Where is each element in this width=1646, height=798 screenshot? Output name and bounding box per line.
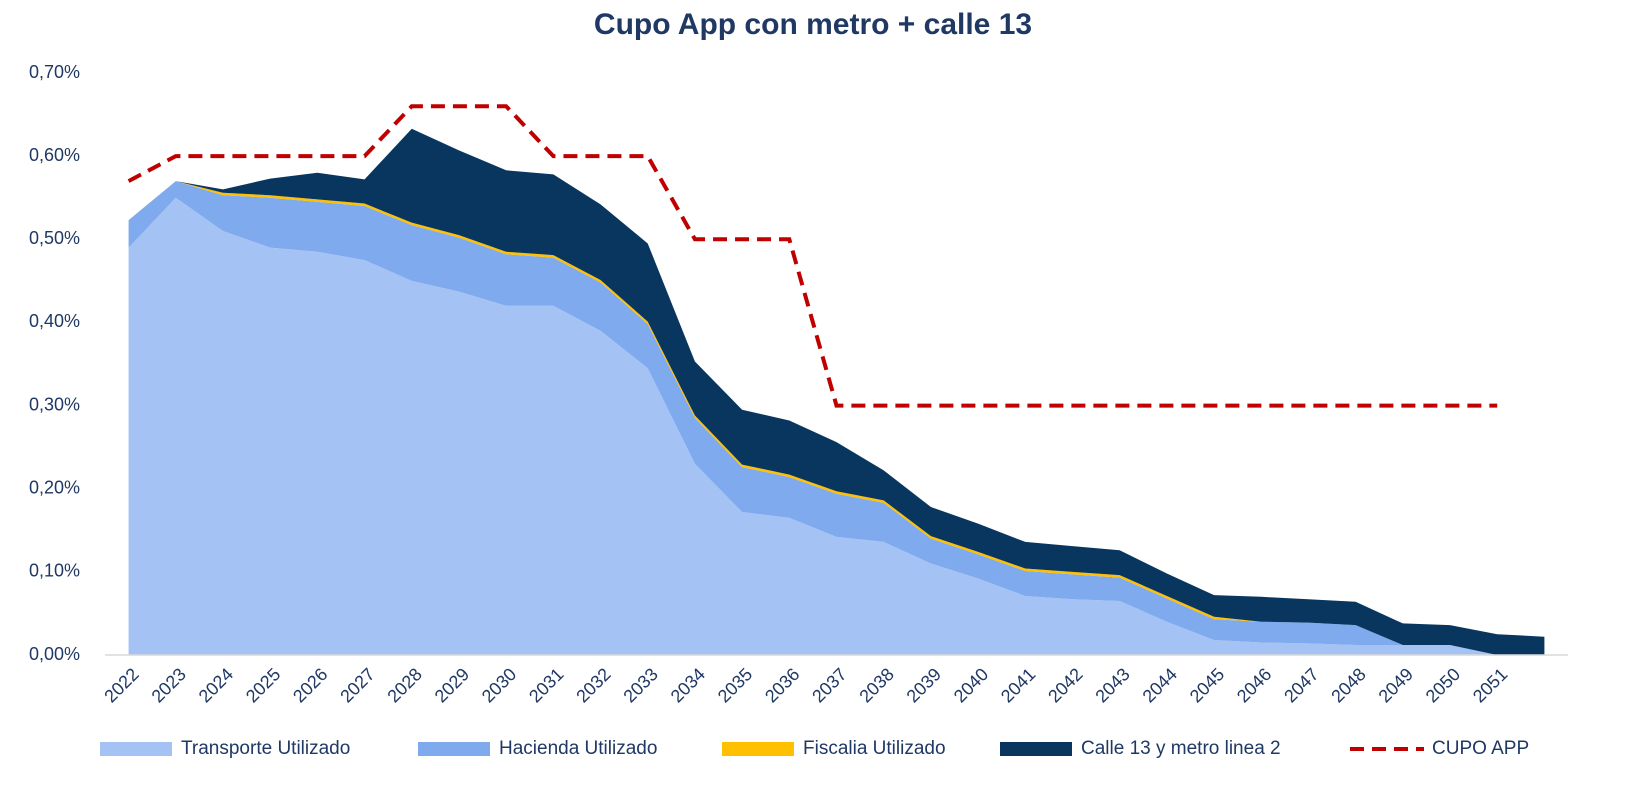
legend-label: Transporte Utilizado xyxy=(181,738,350,759)
x-tick-label: 2034 xyxy=(667,664,709,706)
y-tick-label: 0,60% xyxy=(29,145,80,165)
area xyxy=(128,181,1545,656)
x-tick-label: 2045 xyxy=(1186,664,1228,706)
line xyxy=(127,104,1498,408)
x-tick-label: 2023 xyxy=(148,664,190,706)
x-tick-label: 2024 xyxy=(195,664,237,706)
x-tick-label: 2039 xyxy=(903,664,945,706)
legend-swatch xyxy=(1000,742,1072,756)
legend-swatch xyxy=(418,742,490,756)
legend-label: Calle 13 y metro linea 2 xyxy=(1081,738,1281,759)
legend-swatch xyxy=(722,742,794,756)
x-tick-label: 2028 xyxy=(383,664,425,706)
x-tick-label: 2047 xyxy=(1280,664,1322,706)
x-tick-label: 2042 xyxy=(1044,664,1086,706)
x-tick-label: 2022 xyxy=(100,664,142,706)
x-tick-label: 2041 xyxy=(997,664,1039,706)
y-tick-label: 0,30% xyxy=(29,394,80,414)
x-tick-label: 2029 xyxy=(431,664,473,706)
x-tick-label: 2030 xyxy=(478,664,520,706)
x-tick-label: 2036 xyxy=(761,664,803,706)
legend-label: CUPO APP xyxy=(1432,738,1529,759)
x-tick-label: 2038 xyxy=(855,664,897,706)
x-tick-label: 2035 xyxy=(714,664,756,706)
x-tick-label: 2048 xyxy=(1327,664,1369,706)
x-tick-label: 2037 xyxy=(808,664,850,706)
area xyxy=(128,197,1545,655)
y-tick-label: 0,40% xyxy=(29,311,80,331)
x-tick-label: 2044 xyxy=(1139,664,1181,706)
y-tick-label: 0,00% xyxy=(29,644,80,664)
x-tick-label: 2049 xyxy=(1375,664,1417,706)
x-tick-label: 2027 xyxy=(336,664,378,706)
legend-label: Hacienda Utilizado xyxy=(499,738,657,759)
x-tick-label: 2050 xyxy=(1422,664,1464,706)
x-tick-label: 2032 xyxy=(572,664,614,706)
x-tick-label: 2046 xyxy=(1233,664,1275,706)
x-tick-label: 2051 xyxy=(1469,664,1511,706)
area xyxy=(128,128,1545,656)
chart-title: Cupo App con metro + calle 13 xyxy=(594,8,1032,41)
y-tick-label: 0,50% xyxy=(29,228,80,248)
x-tick-label: 2043 xyxy=(1091,664,1133,706)
y-tick-label: 0,10% xyxy=(29,561,80,581)
y-tick-label: 0,70% xyxy=(29,62,80,82)
x-tick-label: 2025 xyxy=(242,664,284,706)
x-tick-label: 2026 xyxy=(289,664,331,706)
legend-label: Fiscalia Utilizado xyxy=(803,738,946,759)
x-tick-label: 2033 xyxy=(619,664,661,706)
x-tick-label: 2040 xyxy=(950,664,992,706)
y-tick-label: 0,20% xyxy=(29,477,80,497)
x-tick-label: 2031 xyxy=(525,664,567,706)
legend-swatch xyxy=(100,742,172,756)
